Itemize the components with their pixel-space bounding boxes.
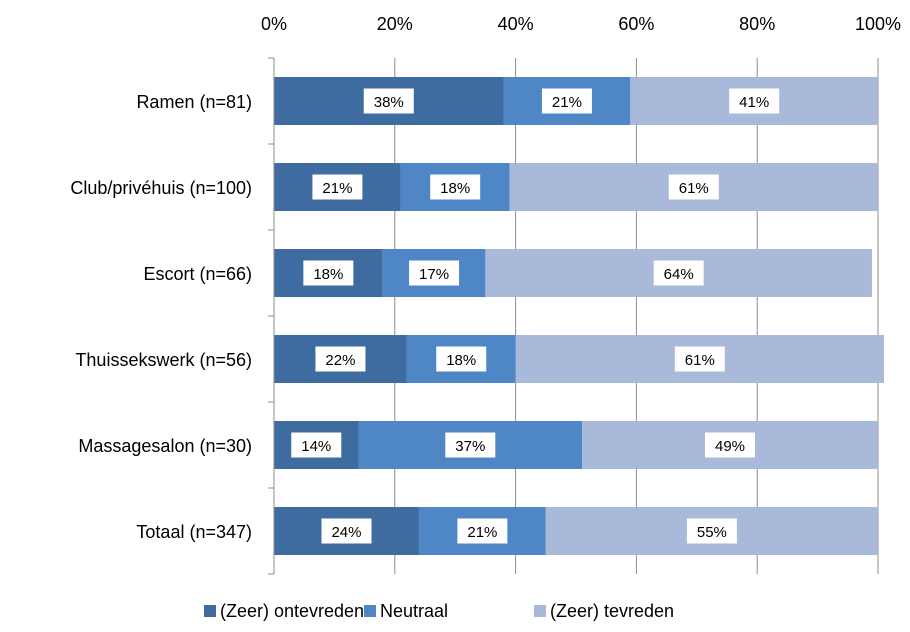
grid-lines xyxy=(394,58,879,574)
data-label: 37% xyxy=(455,438,485,455)
data-label: 61% xyxy=(679,180,709,197)
legend-label: (Zeer) tevreden xyxy=(550,601,674,621)
category-label: Escort (n=66) xyxy=(143,264,252,284)
data-label: 64% xyxy=(664,266,694,283)
data-label-box xyxy=(315,346,366,372)
legend-swatch xyxy=(364,605,376,617)
legend-swatch xyxy=(204,605,216,617)
legend: (Zeer) ontevreden Neutraal (Zeer) tevreden xyxy=(204,601,674,621)
data-label-box xyxy=(321,518,372,544)
x-tick-label: 60% xyxy=(618,14,654,34)
category-label: Massagesalon (n=30) xyxy=(78,436,252,456)
legend-swatch xyxy=(534,605,546,617)
data-label: 21% xyxy=(467,524,497,541)
category-label: Ramen (n=81) xyxy=(136,92,252,112)
data-label-box xyxy=(541,88,592,114)
data-label-box xyxy=(430,174,481,200)
data-label-box xyxy=(303,260,354,286)
x-tick-labels: 0% 20% 40% 60% 80% 100% xyxy=(261,14,901,34)
x-tick-label: 100% xyxy=(855,14,901,34)
data-label: 61% xyxy=(685,352,715,369)
category-label: Thuissekswerk (n=56) xyxy=(75,350,252,370)
data-label: 24% xyxy=(331,524,361,541)
bars-layer xyxy=(274,77,885,555)
data-label: 18% xyxy=(313,266,343,283)
x-tick-label: 20% xyxy=(377,14,413,34)
data-label: 55% xyxy=(697,524,727,541)
category-label: Club/privéhuis (n=100) xyxy=(70,178,252,198)
data-label-box xyxy=(674,346,725,372)
category-label: Totaal (n=347) xyxy=(136,522,252,542)
data-label-box xyxy=(653,260,704,286)
data-label-box xyxy=(705,432,756,458)
x-tick-label: 80% xyxy=(739,14,775,34)
data-label: 21% xyxy=(322,180,352,197)
data-label-box xyxy=(457,518,508,544)
data-label: 22% xyxy=(325,352,355,369)
category-axis xyxy=(268,57,275,575)
x-tick-label: 40% xyxy=(498,14,534,34)
data-label-box xyxy=(312,174,363,200)
data-label-box xyxy=(686,518,737,544)
data-labels-layer: 38% 21% 41% 21% 18% 61% 18% 17% 64% 22% 18% 61% 14% 3… xyxy=(291,88,780,544)
data-label-box xyxy=(445,432,496,458)
data-label: 38% xyxy=(374,94,404,111)
data-label: 14% xyxy=(301,438,331,455)
legend-label: (Zeer) ontevreden xyxy=(220,601,364,621)
data-label-box xyxy=(363,88,414,114)
data-label: 49% xyxy=(715,438,745,455)
legend-label: Neutraal xyxy=(380,601,448,621)
data-label-box xyxy=(668,174,719,200)
data-label-box xyxy=(291,432,342,458)
data-label-box xyxy=(409,260,460,286)
x-tick-label: 0% xyxy=(261,14,287,34)
data-label-box xyxy=(436,346,487,372)
data-label: 17% xyxy=(419,266,449,283)
data-label: 18% xyxy=(446,352,476,369)
category-labels: Ramen (n=81) Club/privéhuis (n=100) Escort… xyxy=(70,92,252,542)
data-label: 18% xyxy=(440,180,470,197)
data-label: 41% xyxy=(739,94,769,111)
data-label: 21% xyxy=(552,94,582,111)
data-label-box xyxy=(729,88,780,114)
